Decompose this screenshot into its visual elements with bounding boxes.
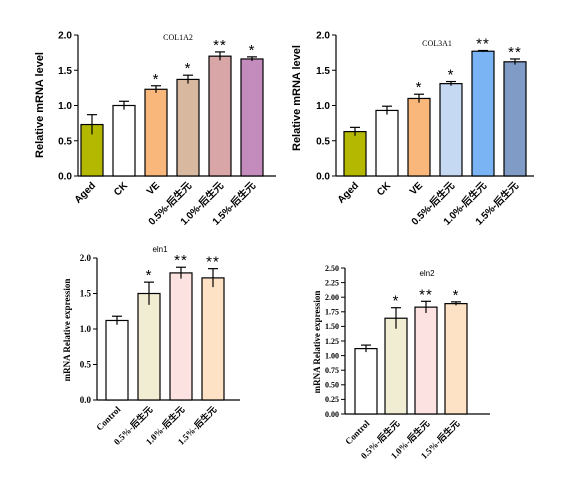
y-tick-label: 1.50 [325,322,339,331]
y-tick-label: 1.5 [58,66,72,77]
bar [503,61,527,177]
y-tick-label: 0.75 [325,366,339,375]
y-tick-label: 0.00 [325,410,339,419]
significance-mark: ** [206,254,220,271]
chart-panel-col1a2: 0.0 0.5 1.0 1.5 2.0 Relative mRNA level COL1A2… [34,31,276,228]
bar [201,277,225,401]
chart-title: eln2 [419,269,435,278]
significance-mark: * [146,267,153,284]
y-tick-label: 1.75 [325,308,339,317]
bar [176,78,200,177]
y-tick-label: 2.0 [316,31,330,42]
bar [414,306,438,415]
y-tick-label: 0.0 [80,395,92,405]
bar [444,303,468,415]
y-tick-label: 2.25 [325,278,339,287]
significance-mark: * [393,293,400,310]
y-tick-label: 0.0 [316,172,330,183]
y-tick-label: 0.5 [80,360,92,370]
bar [439,83,463,177]
category-label: CK [375,180,394,199]
significance-mark: * [185,60,192,77]
significance-mark: ** [174,252,188,269]
category-label: Control [94,404,123,433]
y-tick-label: 1.0 [80,324,92,334]
bar [471,50,495,177]
bar [407,97,431,177]
bar [208,55,232,177]
chart-panel-col3a1: 0.0 0.5 1.0 1.5 2.0 Relative mRNA level COL3A1… [291,31,534,228]
y-tick-label: 1.0 [58,101,72,112]
category-label: VE [145,180,162,197]
significance-mark: * [153,71,160,88]
bar [105,319,129,401]
y-tick-label: 2.0 [80,253,92,263]
y-axis-label: Relative mRNA level [34,52,46,158]
significance-mark: ** [213,37,227,54]
y-axis-label: mRNA Relative expression [312,291,322,394]
y-axis-label: Relative mRNA level [291,45,303,151]
bar [112,104,136,177]
y-tick-label: 0.0 [58,172,72,183]
y-tick-label: 0.5 [316,136,330,147]
significance-mark: * [448,67,455,84]
y-tick-label: 0.5 [58,136,72,147]
bar [343,130,367,177]
y-tick-label: 2.50 [325,264,339,273]
significance-mark: * [453,287,460,304]
category-label: Aged [73,180,98,205]
chart-panel-eln2: 0.00 0.25 0.50 0.75 1.00 1.25 1.50 1.75 2.00 2.25… [312,264,490,461]
y-tick-label: 2.0 [58,31,72,42]
y-axis-label: mRNA Relative expression [62,279,72,382]
chart-panel-eln1: 0.0 0.5 1.0 1.5 2.0 mRNA Relative expression e… [62,245,240,447]
significance-mark: ** [476,36,490,53]
y-tick-label: 1.0 [316,101,330,112]
category-label: VE [408,180,425,197]
y-tick-label: 0.25 [325,395,339,404]
category-label: Control [343,418,372,447]
category-label: CK [112,180,131,199]
bar [144,88,168,177]
y-tick-label: 1.5 [316,66,330,77]
significance-mark: ** [419,286,433,303]
y-tick-label: 0.50 [325,381,339,390]
significance-mark: ** [508,44,522,61]
category-label: Aged [336,180,361,205]
y-tick-label: 1.00 [325,351,339,360]
chart-title: eln1 [152,245,168,254]
chart-title: COL1A2 [163,33,193,42]
significance-mark: * [416,79,423,96]
y-tick-label: 1.25 [325,337,339,346]
bar [137,292,161,401]
bar [354,347,378,415]
bar [384,317,408,415]
bar [375,109,399,177]
y-tick-label: 1.5 [80,289,92,299]
bar [240,58,264,177]
chart-title: COL3A1 [422,39,452,48]
significance-mark: * [249,42,256,59]
bar [169,272,193,401]
y-tick-label: 2.00 [325,293,339,302]
